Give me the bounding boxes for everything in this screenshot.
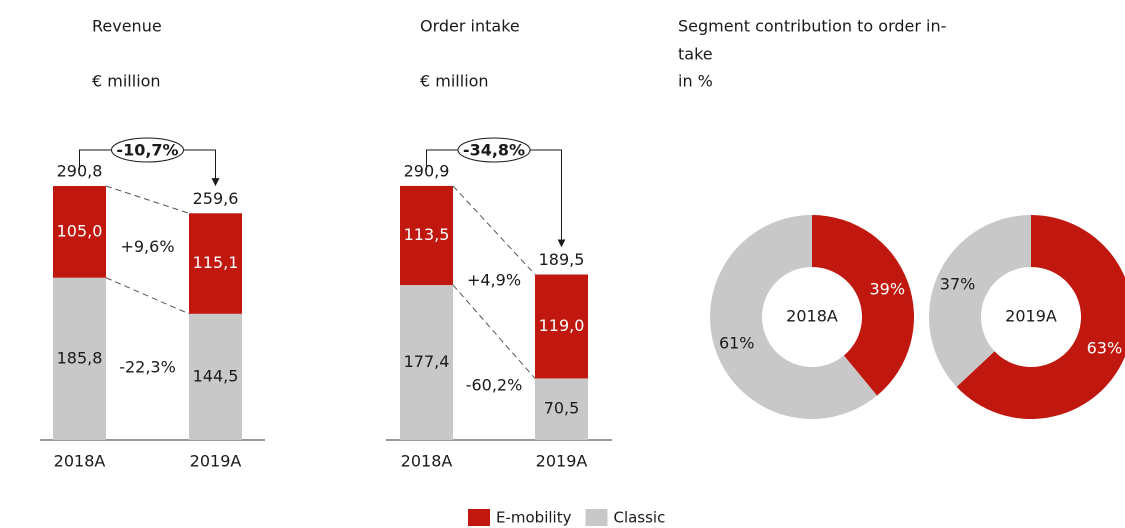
donut-center-label: 2018A [786, 307, 838, 326]
legend-label: Classic [613, 509, 665, 527]
total-change-label: -34,8% [463, 141, 525, 160]
bar-segment [53, 186, 106, 278]
change-badge [111, 137, 184, 163]
x-tick-label: 2018A [54, 452, 106, 471]
donut-value-label: 63% [1087, 338, 1123, 357]
bar-value-label: 144,5 [193, 366, 239, 385]
total-label: 259,6 [193, 189, 239, 208]
donut-segment [956, 215, 1125, 419]
bar-segment [400, 185, 453, 286]
change-label: +4,9% [467, 270, 521, 289]
total-label: 290,8 [57, 162, 103, 181]
donut-segment [710, 215, 878, 419]
donut-value-label: 61% [719, 334, 755, 353]
donut-value-label: 39% [869, 279, 905, 298]
bar-value-label: 185,8 [57, 348, 103, 367]
donut-value-label: 37% [940, 275, 976, 294]
bar-segment [535, 274, 588, 379]
legend-swatch [468, 509, 490, 526]
donut-segment [928, 215, 1031, 387]
chart-subtitle: in % [678, 72, 713, 91]
change-label: -60,2% [466, 375, 523, 394]
change-badge [457, 137, 531, 163]
connector [452, 284, 536, 379]
connector [105, 185, 190, 214]
bar-segment [400, 285, 453, 440]
donut-center-label: 2019A [1005, 307, 1057, 326]
connector [452, 185, 536, 275]
bar-segment [189, 313, 242, 440]
x-tick-label: 2019A [190, 452, 242, 471]
bar-segment [189, 213, 242, 314]
change-label: +9,6% [120, 237, 174, 256]
chart-title: Order intake [420, 17, 520, 36]
chart-title: Segment contribution to order in- [678, 17, 946, 36]
bar-value-label: 115,1 [193, 253, 239, 272]
chart-title: take [678, 45, 713, 64]
bar-segment [53, 277, 106, 440]
bar-value-label: 119,0 [539, 316, 585, 335]
legend-label: E-mobility [496, 509, 572, 527]
x-tick-label: 2019A [536, 452, 588, 471]
bar-value-label: 70,5 [544, 399, 580, 418]
bar-segment [535, 378, 588, 440]
legend-swatch [585, 509, 608, 526]
chart-title: Revenue [92, 17, 162, 36]
chart-subtitle: € million [420, 72, 489, 91]
total-label: 290,9 [404, 161, 450, 180]
total-label: 189,5 [539, 250, 585, 269]
bar-value-label: 105,0 [57, 221, 103, 240]
donut-segment [812, 215, 914, 396]
x-tick-label: 2018A [401, 452, 453, 471]
chart-subtitle: € million [92, 72, 161, 91]
connector [105, 277, 190, 315]
change-label: -22,3% [119, 357, 176, 376]
bar-value-label: 113,5 [404, 225, 450, 244]
total-change-label: -10,7% [116, 141, 178, 160]
bar-value-label: 177,4 [404, 352, 450, 371]
